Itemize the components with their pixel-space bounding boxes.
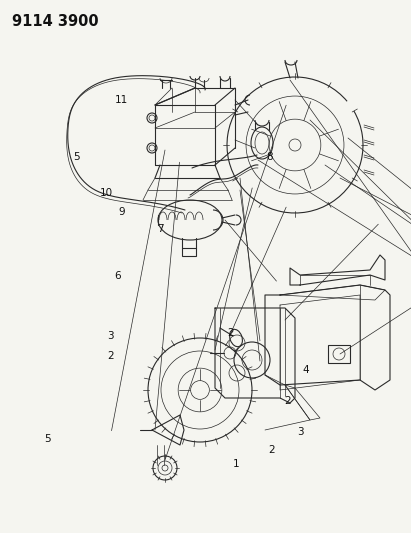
Bar <box>182 248 196 256</box>
Text: 9114 3900: 9114 3900 <box>12 14 99 29</box>
Text: 2: 2 <box>268 446 275 455</box>
Text: 1: 1 <box>233 459 240 469</box>
Text: 7: 7 <box>157 224 164 234</box>
Text: 6: 6 <box>114 271 120 281</box>
Text: 2: 2 <box>284 396 291 406</box>
Text: 3: 3 <box>297 427 303 437</box>
Text: 5: 5 <box>73 152 79 162</box>
Text: 9: 9 <box>118 207 125 217</box>
Text: 11: 11 <box>115 95 128 105</box>
Text: 10: 10 <box>100 188 113 198</box>
Text: 4: 4 <box>303 366 309 375</box>
Text: 3: 3 <box>107 331 113 341</box>
Text: 8: 8 <box>266 152 272 162</box>
Text: 2: 2 <box>107 351 113 361</box>
Text: 5: 5 <box>44 434 51 443</box>
Text: 2: 2 <box>227 328 233 338</box>
Bar <box>328 345 350 363</box>
